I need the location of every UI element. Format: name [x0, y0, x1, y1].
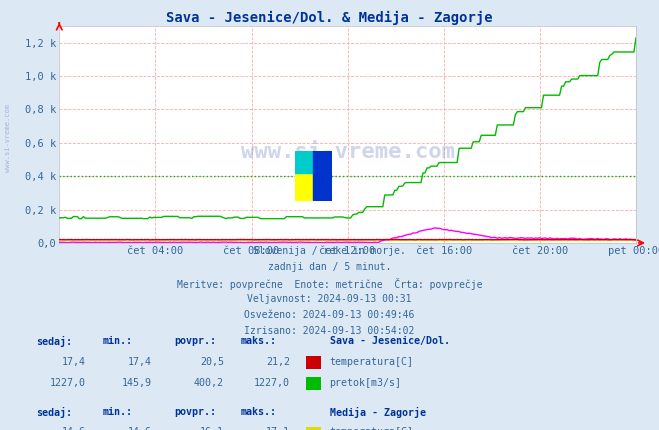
Text: Sava - Jesenice/Dol.: Sava - Jesenice/Dol.: [330, 336, 449, 346]
Text: Slovenija / reke in morje.: Slovenija / reke in morje.: [253, 246, 406, 256]
Text: Veljavnost: 2024-09-13 00:31: Veljavnost: 2024-09-13 00:31: [247, 294, 412, 304]
Text: povpr.:: povpr.:: [175, 336, 217, 346]
Text: min.:: min.:: [102, 407, 132, 417]
Text: 1227,0: 1227,0: [254, 378, 290, 387]
Text: 145,9: 145,9: [121, 378, 152, 387]
Text: Medija - Zagorje: Medija - Zagorje: [330, 407, 426, 418]
Text: zadnji dan / 5 minut.: zadnji dan / 5 minut.: [268, 262, 391, 272]
Text: 1227,0: 1227,0: [49, 378, 86, 387]
Text: 20,5: 20,5: [200, 357, 224, 367]
Text: temperatura[C]: temperatura[C]: [330, 427, 413, 430]
Text: 14,6: 14,6: [62, 427, 86, 430]
Text: 17,4: 17,4: [128, 357, 152, 367]
Text: Osveženo: 2024-09-13 00:49:46: Osveženo: 2024-09-13 00:49:46: [244, 310, 415, 319]
Text: 17,4: 17,4: [62, 357, 86, 367]
Text: 14,6: 14,6: [128, 427, 152, 430]
Text: 16,1: 16,1: [200, 427, 224, 430]
Text: Izrisano: 2024-09-13 00:54:02: Izrisano: 2024-09-13 00:54:02: [244, 326, 415, 335]
Text: www.si-vreme.com: www.si-vreme.com: [5, 104, 11, 172]
Text: www.si-vreme.com: www.si-vreme.com: [241, 142, 455, 162]
Text: sedaj:: sedaj:: [36, 336, 72, 347]
Text: povpr.:: povpr.:: [175, 407, 217, 417]
Text: min.:: min.:: [102, 336, 132, 346]
Text: Sava - Jesenice/Dol. & Medija - Zagorje: Sava - Jesenice/Dol. & Medija - Zagorje: [166, 11, 493, 25]
Text: temperatura[C]: temperatura[C]: [330, 357, 413, 367]
Text: Meritve: povprečne  Enote: metrične  Črta: povprečje: Meritve: povprečne Enote: metrične Črta:…: [177, 278, 482, 290]
Text: sedaj:: sedaj:: [36, 407, 72, 418]
Text: 21,2: 21,2: [266, 357, 290, 367]
Text: pretok[m3/s]: pretok[m3/s]: [330, 378, 401, 387]
Text: 17,1: 17,1: [266, 427, 290, 430]
Text: maks.:: maks.:: [241, 336, 277, 346]
Text: maks.:: maks.:: [241, 407, 277, 417]
Text: 400,2: 400,2: [194, 378, 224, 387]
